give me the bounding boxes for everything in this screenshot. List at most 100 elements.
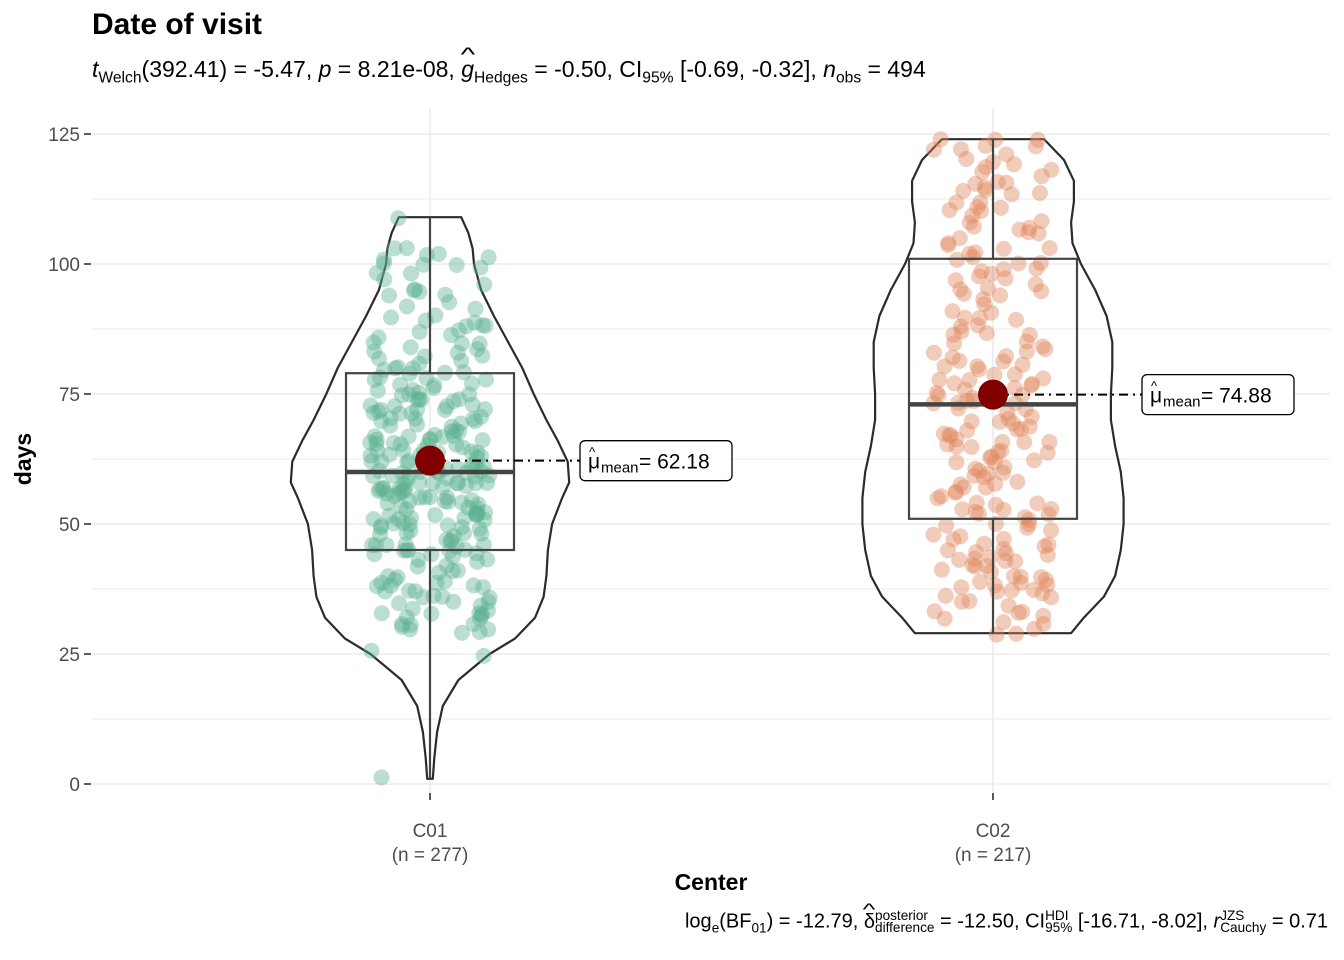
data-point	[454, 439, 471, 456]
data-point	[965, 218, 982, 235]
chart-caption: loge(BF01) = -12.79, δposteriordifferenc…	[685, 908, 1328, 936]
data-point	[467, 505, 484, 522]
data-point	[468, 475, 484, 492]
data-point	[476, 512, 493, 528]
data-point	[401, 386, 418, 403]
data-point	[366, 371, 383, 388]
data-point	[952, 476, 969, 493]
data-point	[365, 404, 382, 421]
t-subscript: Welch	[98, 69, 142, 87]
data-point	[994, 434, 1011, 450]
data-point	[951, 352, 968, 369]
data-point	[1008, 311, 1025, 328]
delta-hat-symbol: δ	[864, 911, 875, 934]
data-point	[434, 429, 451, 445]
data-point	[1033, 283, 1050, 300]
data-point	[438, 470, 455, 487]
data-point	[961, 214, 978, 231]
data-point	[997, 552, 1014, 569]
data-point	[411, 283, 428, 300]
y-tick-label: 125	[48, 125, 80, 146]
data-point	[460, 499, 477, 516]
data-point	[1035, 615, 1052, 632]
data-point	[453, 519, 470, 536]
mean-mu-symbol: μ	[1150, 385, 1162, 408]
data-point	[956, 309, 973, 326]
data-point	[1039, 444, 1056, 461]
data-point	[402, 621, 418, 638]
data-point	[415, 256, 432, 273]
data-point	[946, 375, 963, 392]
data-point	[983, 265, 1000, 282]
data-point	[477, 317, 494, 334]
data-point	[945, 326, 962, 343]
data-point	[1020, 224, 1037, 241]
delta-value: = -12.50, CI	[934, 910, 1046, 933]
data-point	[980, 280, 996, 297]
data-point	[1009, 473, 1026, 490]
data-point	[976, 179, 993, 196]
data-point	[477, 504, 494, 521]
data-point	[1036, 538, 1053, 555]
data-point	[963, 439, 980, 455]
hdi-value: [-16.71, -8.02],	[1072, 910, 1214, 933]
hdi-subscript: 95%	[1045, 920, 1073, 936]
data-point	[391, 405, 408, 422]
data-point	[974, 164, 991, 181]
data-point	[481, 589, 498, 606]
data-point	[937, 587, 954, 604]
x-tick-count: (n = 217)	[955, 845, 1032, 866]
data-point	[479, 551, 496, 568]
g-subscript: Hedges	[474, 69, 528, 87]
data-point	[373, 453, 390, 470]
data-point	[971, 361, 987, 378]
data-point	[471, 335, 488, 352]
data-point	[448, 422, 464, 439]
data-point	[986, 366, 1003, 383]
data-point	[476, 401, 493, 418]
data-point	[431, 564, 447, 581]
data-point	[423, 546, 440, 563]
data-point	[972, 194, 989, 211]
data-point	[382, 577, 399, 594]
mean-point	[978, 379, 1008, 410]
data-point	[998, 348, 1015, 365]
data-point	[964, 557, 981, 574]
data-point	[948, 454, 965, 471]
data-point	[946, 335, 963, 352]
data-point	[398, 472, 415, 489]
data-point	[402, 339, 419, 356]
data-point	[938, 517, 955, 534]
data-point	[392, 376, 409, 393]
mean-subscript: mean	[1163, 394, 1201, 411]
data-point	[427, 307, 444, 324]
data-point	[409, 416, 425, 433]
data-point	[469, 341, 486, 358]
r-superscript: JZS	[1220, 908, 1245, 923]
data-point	[983, 448, 1000, 465]
data-point	[394, 387, 410, 404]
p-value: = 8.21e-08,	[331, 56, 462, 82]
data-point	[967, 175, 984, 192]
data-point	[373, 517, 390, 534]
data-point	[403, 510, 420, 526]
effect-size: = -0.50, CI	[527, 56, 643, 82]
data-point	[944, 349, 961, 366]
data-point	[448, 257, 465, 273]
mean-hat: ^	[1151, 379, 1158, 394]
ci-value: [-0.69, -0.32],	[673, 56, 824, 82]
data-point	[399, 298, 415, 315]
data-point	[964, 389, 981, 406]
bf-subscript: 01	[751, 920, 767, 936]
data-point	[1018, 333, 1035, 350]
data-point	[411, 384, 427, 401]
data-point	[967, 244, 984, 261]
data-point	[464, 492, 480, 509]
ci-subscript: 95%	[642, 69, 674, 87]
data-point	[362, 447, 379, 464]
data-point	[961, 593, 978, 610]
x-axis-label: Center	[675, 869, 748, 895]
data-point	[925, 344, 942, 361]
data-point	[464, 396, 481, 413]
data-point	[468, 506, 485, 523]
